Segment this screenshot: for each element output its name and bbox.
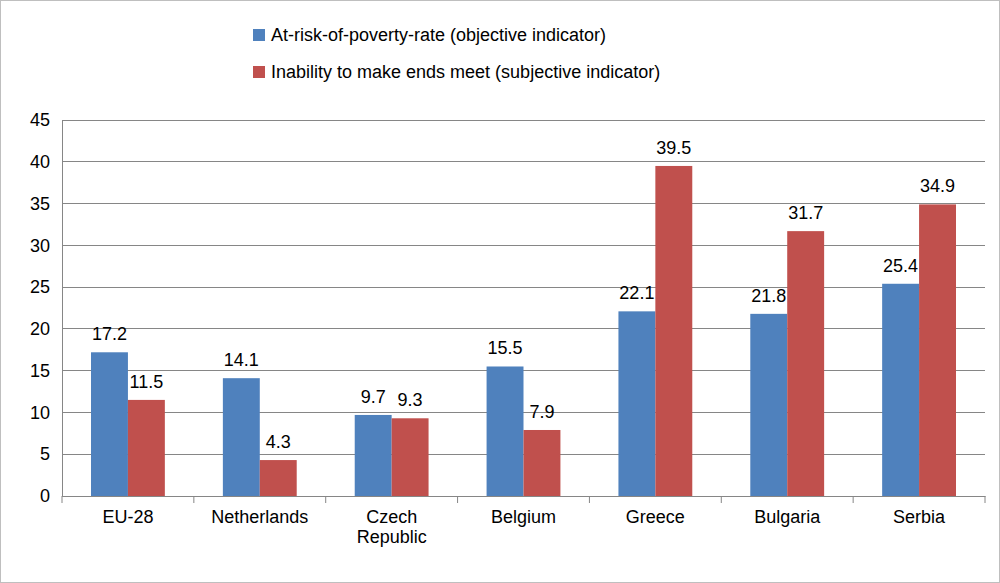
y-tick-label: 25 (30, 277, 50, 297)
x-tick-label: EU-28 (102, 507, 153, 527)
data-label: 15.5 (488, 338, 523, 358)
x-separator (62, 496, 63, 503)
y-tick: 20 (30, 319, 62, 339)
y-tick: 40 (30, 152, 62, 172)
legend-swatch (253, 29, 265, 41)
x-tick: EU-28 (102, 496, 153, 527)
data-label: 14.1 (224, 350, 259, 370)
x-separator (193, 496, 194, 503)
grid-line (62, 203, 985, 204)
y-tick-label: 30 (30, 236, 50, 256)
bar (919, 204, 956, 496)
x-tick-label: Greece (626, 507, 685, 527)
bar (655, 166, 692, 496)
chart-frame (1, 1, 1000, 583)
y-axis: 0 5 10 15 20 25 30 35 40 45 (30, 110, 63, 506)
bars (91, 166, 956, 496)
y-tick: 30 (30, 236, 62, 256)
data-label: 9.3 (398, 390, 423, 410)
data-label: 7.9 (529, 402, 554, 422)
y-tick-label: 20 (30, 319, 50, 339)
y-tick-label: 15 (30, 361, 50, 381)
x-tick-label: Bulgaria (754, 507, 821, 527)
bar (618, 311, 655, 496)
chart: 0 5 10 15 20 25 30 35 40 45 EU-28 Netherlands CzechR… (0, 0, 1000, 583)
y-tick: 35 (30, 194, 62, 214)
x-tick-label-line: Republic (357, 527, 427, 547)
x-axis: EU-28 Netherlands CzechRepublic Belgium Gree… (62, 496, 986, 547)
grid-line (62, 287, 985, 288)
bar (392, 418, 429, 496)
x-axis-line (63, 496, 986, 497)
grid-line (62, 161, 985, 162)
grid (62, 120, 985, 496)
data-labels: 17.2 14.1 9.7 15.5 22.1 21.8 25.4 11.5 4.3 9.3 7.9… (92, 138, 955, 452)
y-tick: 10 (30, 403, 62, 423)
grid-line (62, 245, 985, 246)
x-separator (589, 496, 590, 503)
y-tick-label: 40 (30, 152, 50, 172)
x-tick-label-line: Czech (366, 507, 417, 527)
plot-area: 0 5 10 15 20 25 30 35 40 45 EU-28 Netherlands CzechR… (30, 110, 986, 547)
data-label: 11.5 (130, 372, 164, 392)
bar (750, 314, 787, 496)
x-tick: CzechRepublic (357, 496, 427, 547)
data-label: 22.1 (619, 283, 654, 303)
x-tick: Belgium (491, 496, 556, 527)
legend-label: At-risk-of-poverty-rate (objective indic… (271, 25, 606, 45)
data-label: 34.9 (920, 176, 955, 196)
legend: At-risk-of-poverty-rate (objective indic… (253, 25, 660, 82)
y-axis-line (62, 121, 63, 497)
y-tick: 15 (30, 361, 62, 381)
y-tick: 0 (40, 486, 62, 506)
x-separator (853, 496, 854, 503)
data-label: 31.7 (788, 203, 823, 223)
x-tick-label: CzechRepublic (357, 507, 427, 548)
x-tick-label: Netherlands (211, 507, 308, 527)
x-separator (325, 496, 326, 503)
bar (487, 366, 524, 496)
bar (524, 430, 561, 496)
y-tick-label: 5 (40, 444, 50, 464)
x-separator (721, 496, 722, 503)
x-tick: Bulgaria (754, 496, 821, 527)
legend-label: Inability to make ends meet (subjective … (271, 62, 660, 82)
x-tick: Netherlands (211, 496, 308, 527)
data-label: 17.2 (92, 324, 127, 344)
bar (260, 460, 297, 496)
y-tick: 5 (40, 444, 62, 464)
bar (355, 415, 392, 496)
x-tick: Serbia (893, 496, 946, 527)
bar (882, 284, 919, 496)
legend-swatch (253, 66, 265, 78)
data-label: 9.7 (361, 387, 386, 407)
y-tick: 45 (30, 110, 62, 130)
x-tick: Greece (626, 496, 685, 527)
x-separator (457, 496, 458, 503)
data-label: 21.8 (751, 286, 786, 306)
y-tick: 25 (30, 277, 62, 297)
grid-line (62, 328, 985, 329)
bar (223, 378, 260, 496)
legend-item: At-risk-of-poverty-rate (objective indic… (253, 25, 606, 45)
x-tick-label: Belgium (491, 507, 556, 527)
bar (91, 352, 128, 496)
y-tick-label: 35 (30, 194, 50, 214)
y-tick-label: 0 (40, 486, 50, 506)
x-separator (985, 496, 986, 503)
y-tick-label: 45 (30, 110, 50, 130)
data-label: 25.4 (883, 256, 918, 276)
bar (128, 400, 165, 496)
y-tick-label: 10 (30, 403, 50, 423)
x-tick-label: Serbia (893, 507, 946, 527)
grid-line (62, 120, 985, 121)
bar (787, 231, 824, 496)
data-label: 39.5 (656, 138, 691, 158)
legend-item: Inability to make ends meet (subjective … (253, 62, 660, 82)
data-label: 4.3 (266, 432, 291, 452)
